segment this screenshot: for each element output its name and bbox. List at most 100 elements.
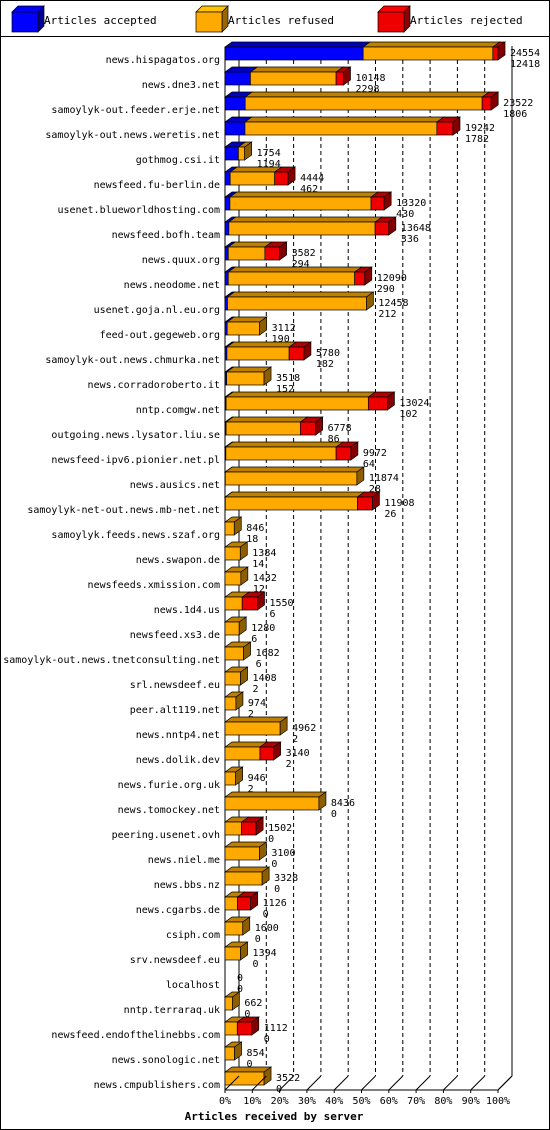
value-label-accepted: 2298 [355,84,379,95]
bar-side-face [273,741,281,761]
value-label-received: 974 [248,698,266,709]
category-label: peering.usenet.ovh [112,830,220,841]
x-tick-label: 10% [243,1096,261,1107]
value-label-accepted: 190 [272,334,290,345]
bar-side-face [239,541,248,561]
legend-swatch-rejected [377,11,405,33]
value-label-received: 10148 [355,73,385,84]
category-label: gothmog.csi.it [136,155,220,166]
value-label-accepted: 2 [292,734,298,745]
category-label: srl.newsdeef.eu [130,680,220,691]
x-tick-depth [306,1075,322,1091]
category-label: samoylyk-out.news.weretis.net [45,130,220,141]
value-label-received: 4444 [300,173,324,184]
x-tick-depth [388,1075,404,1091]
x-tick-depth [224,1075,240,1091]
category-label: samoylyk-net-out.news.mb-net.net [27,505,220,516]
bar-side-face [261,866,270,886]
bar-segment-refused [223,841,268,861]
x-tick-label: 60% [380,1096,398,1107]
value-label-received: 846 [246,523,264,534]
bar-segment-refused [224,491,366,511]
value-label-received: 946 [248,773,266,784]
y-axis-labels: news.hispagatos.org news.dne3.net samoylyk… [3,55,220,1091]
bar-side-face [238,616,247,636]
value-label-accepted: 462 [300,184,318,195]
value-label-received: 19242 [465,123,495,134]
bar-segment-accepted [223,91,254,111]
bar-side-face [257,591,265,611]
value-label-accepted: 0 [263,909,269,920]
category-label: news.nntp4.net [136,730,220,741]
bar-side-face [372,491,380,511]
category-label: news.tomockey.net [118,805,220,816]
bar-segment-accepted [223,116,254,136]
value-label-received: 1408 [253,673,277,684]
bar-segment-refused [223,941,249,961]
value-label-accepted: 2 [248,784,254,795]
x-tick-label: 50% [352,1096,370,1107]
category-label: news.sonologic.net [112,1055,220,1066]
chart-legend: Articles accepted Articles refused Article… [0,0,550,37]
x-axis: 0% 10% 20% 30% 40% 50% 60% 70% 80% 90% 100% [219,1075,513,1107]
bar-segment-accepted [223,41,372,61]
value-label-accepted: 2 [253,684,259,695]
value-label-received: 11908 [384,498,414,509]
x-tick-depth [333,1075,349,1091]
bar-side-face [318,791,327,811]
bar-side-face [263,1066,272,1086]
category-label: news.ausics.net [130,480,220,491]
category-label: samoylyk-out.feeder.erje.net [51,105,220,116]
category-label: newsfeed.xs3.de [130,630,220,641]
category-label: newsfeed.bofh.team [112,230,220,241]
bar-side-face [243,641,251,661]
bar-segment-refused [362,41,501,61]
value-label-accepted: 102 [399,409,417,420]
x-tick-depth [443,1075,458,1091]
value-label-received: 11874 [369,473,399,484]
bar-segment-refused [243,116,445,136]
bar-side-face [490,91,499,111]
value-label-accepted: 290 [377,284,395,295]
value-label-received: 3522 [276,1073,300,1084]
value-label-accepted: 6 [251,634,257,645]
bar-segment-rejected [374,216,397,236]
bar-segment-accepted [223,141,247,161]
bar-side-face [497,41,506,61]
value-label-received: 1550 [269,598,293,609]
value-label-received: 1432 [253,573,277,584]
x-tick-depth [279,1075,294,1091]
value-label-received: 23522 [503,98,533,109]
bar-side-face [244,141,253,161]
value-label-received: 5780 [316,348,340,359]
category-label: news.neodome.net [124,280,220,291]
bar-segment-refused [226,291,375,311]
bar-segment-refused [223,716,289,736]
category-label: news.dolik.dev [136,755,220,766]
bar-segment-rejected [273,166,297,186]
value-label-accepted: 430 [396,209,414,220]
category-label: nntp.comgw.net [136,405,220,416]
x-tick-label: 70% [407,1096,425,1107]
bar-segment-refused [224,466,365,486]
value-label-accepted: 0 [331,809,337,820]
value-label-accepted: 0 [264,1034,270,1045]
value-label-accepted: 12418 [510,59,540,70]
category-label: usenet.blueworldhosting.com [57,205,220,216]
value-label-accepted: 0 [244,1009,250,1020]
value-label-received: 3518 [276,373,300,384]
category-label: news.quux.org [142,255,220,266]
value-label-accepted: 2 [286,759,292,770]
bar-segment-refused [224,441,345,461]
bar-side-face [387,391,395,411]
category-label: samoylyk-out.news.tnetconsulting.net [3,655,220,666]
x-tick-label: 0% [219,1096,231,1107]
value-label-received: 13320 [396,198,426,209]
value-label-received: 3140 [286,748,310,759]
value-label-accepted: 6 [256,659,262,670]
category-label: samoylyk.feeds.news.szaf.org [51,530,220,541]
value-label-accepted: 0 [253,959,259,970]
category-label: news.swapon.de [136,555,220,566]
value-label-received: 1126 [263,898,287,909]
